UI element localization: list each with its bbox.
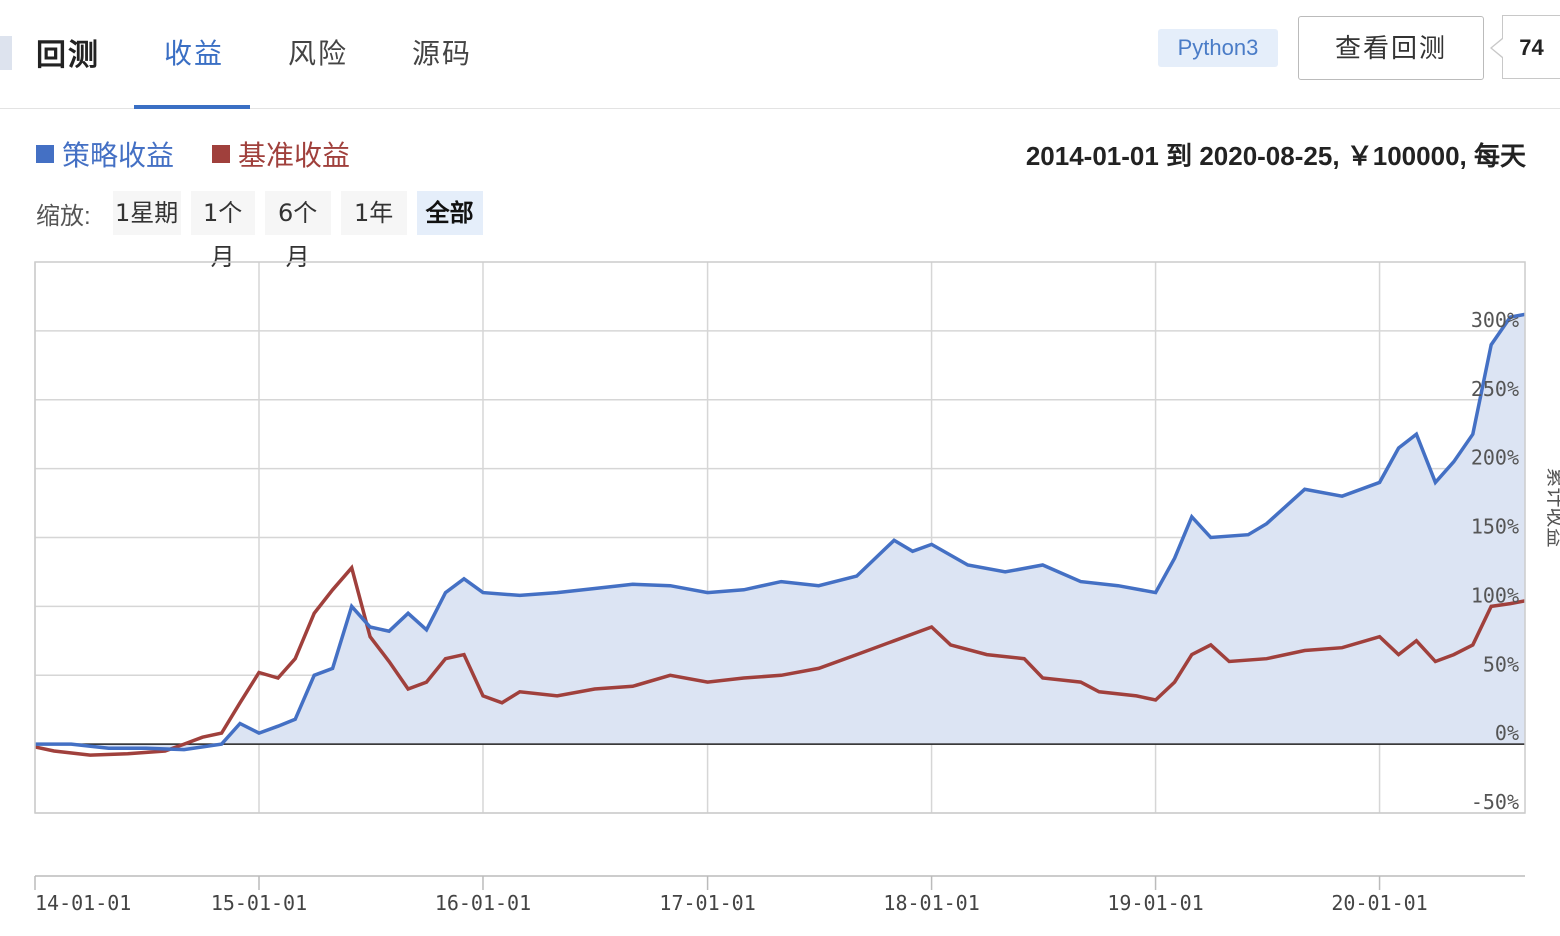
x-tick-label-6: 20-01-01 bbox=[1331, 891, 1427, 915]
left-edge-tab bbox=[0, 36, 12, 70]
zoom-1-year-button[interactable]: 1年 bbox=[340, 191, 407, 235]
y-axis-ticks: 300% 250% 200% 150% 100% 50% 0% -50% bbox=[1471, 308, 1519, 814]
page-title: 回测 bbox=[36, 39, 100, 72]
benchmark-line bbox=[34, 564, 1526, 757]
legend-swatch-strategy bbox=[36, 145, 54, 163]
zoom-1-week-button[interactable]: 1星期 bbox=[112, 191, 181, 235]
chart-legend: 策略收益 基准收益 bbox=[36, 134, 350, 174]
y-tick-label-3: 150% bbox=[1471, 515, 1519, 539]
x-tick-label-0: 14-01-01 bbox=[35, 891, 131, 915]
returns-chart: 300% 250% 200% 150% 100% 50% 0% -50% 累计收益 14-01… bbox=[34, 261, 1560, 915]
x-tick-label-3: 17-01-01 bbox=[659, 891, 755, 915]
zoom-1-month-button[interactable]: 1个月 bbox=[190, 191, 255, 271]
top-bar: 回测 收益 风险 源码 Python3 查看回测 74 bbox=[0, 0, 1560, 109]
view-backtest-button[interactable]: 查看回测 bbox=[1298, 16, 1484, 80]
y-axis-title: 累计收益 bbox=[1544, 468, 1560, 548]
legend-item-benchmark[interactable]: 基准收益 bbox=[212, 134, 350, 174]
y-tick-label-4: 100% bbox=[1471, 583, 1519, 607]
tab-source[interactable]: 源码 bbox=[412, 38, 473, 69]
x-tick-label-2: 16-01-01 bbox=[435, 891, 531, 915]
y-tick-label-1: 250% bbox=[1471, 377, 1519, 401]
x-tick-label-4: 18-01-01 bbox=[883, 891, 979, 915]
y-tick-label-5: 50% bbox=[1483, 652, 1519, 676]
legend-label-strategy: 策略收益 bbox=[62, 140, 175, 171]
zoom-6-months-button[interactable]: 6个月 bbox=[264, 191, 331, 271]
zoom-label: 缩放: bbox=[36, 202, 91, 230]
y-tick-label-6: 0% bbox=[1495, 721, 1519, 745]
language-badge: Python3 bbox=[1158, 29, 1278, 67]
zoom-all-button[interactable]: 全部 bbox=[416, 191, 483, 235]
y-tick-label-2: 200% bbox=[1471, 446, 1519, 470]
navigator-axis: 14-01-01 15-01-01 16-01-01 17-01-01 18-01-01… bbox=[34, 875, 1525, 915]
info-frequency: 每天 bbox=[1473, 141, 1526, 171]
y-tick-label-7: -50% bbox=[1471, 790, 1519, 814]
legend-item-strategy[interactable]: 策略收益 bbox=[36, 134, 174, 174]
backtest-info: 2014-01-01 到 2020-08-25, ￥100000, 每天 bbox=[1025, 141, 1526, 171]
active-tab-indicator bbox=[134, 105, 250, 109]
x-tick-label-5: 19-01-01 bbox=[1107, 891, 1203, 915]
info-start-date: 2014-01-01 bbox=[1025, 141, 1159, 171]
strategy-area-fill bbox=[35, 314, 1525, 750]
strategy-line bbox=[35, 312, 1526, 752]
info-to: 到 bbox=[1166, 141, 1193, 171]
count-badge[interactable]: 74 bbox=[1490, 15, 1560, 79]
tab-risk[interactable]: 风险 bbox=[288, 38, 349, 69]
y-tick-label-0: 300% bbox=[1471, 308, 1519, 332]
x-tick-label-1: 15-01-01 bbox=[211, 891, 307, 915]
info-end-date: 2020-08-25 bbox=[1199, 141, 1333, 171]
plot-border bbox=[34, 261, 1526, 814]
zoom-controls: 缩放: 1星期 1个月 6个月 1年 全部 bbox=[36, 190, 493, 271]
tab-returns[interactable]: 收益 bbox=[164, 38, 225, 69]
legend-swatch-benchmark bbox=[212, 145, 231, 163]
info-capital: ￥100000 bbox=[1346, 141, 1460, 171]
legend-label-benchmark: 基准收益 bbox=[238, 140, 351, 171]
